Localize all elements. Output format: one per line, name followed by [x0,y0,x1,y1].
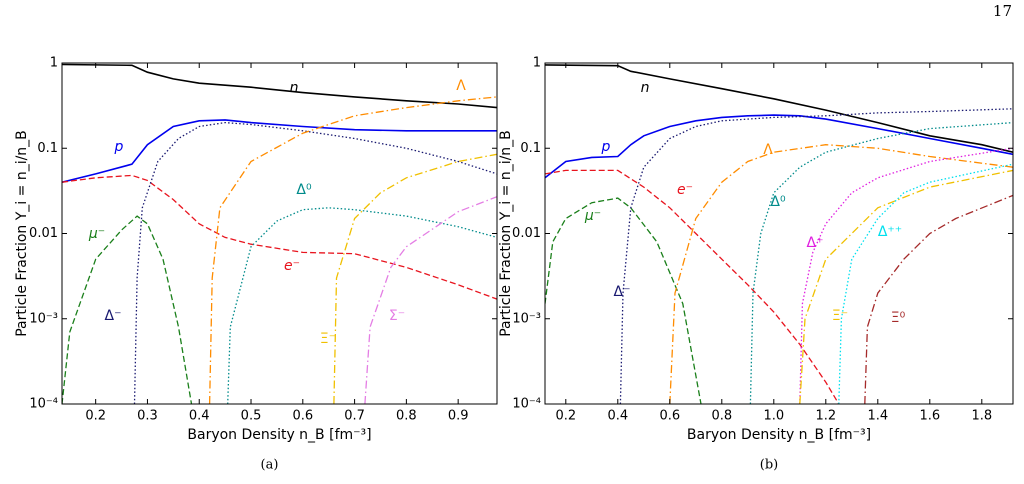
series-label: e⁻ [677,182,693,198]
series-label: Λ [456,78,466,94]
series-line [62,174,497,300]
series-line [749,121,1013,404]
series-line [364,196,497,404]
series-label: Ξ⁰ [891,310,906,326]
series-line [62,215,193,404]
y-axis-label: Particle Fraction Y_i = n_i/n_B [14,130,30,337]
plot-frame [544,62,1014,405]
series-line [669,144,1013,404]
chart: n p e⁻ μ⁻ Δ⁻ Λ Δ⁰ Δ⁺ Ξ⁻ Δ⁺⁺ Ξ⁰ 0.2 0.4 0.6 0.8 1.0 1.2 1.… [498,56,1014,473]
series-line [333,153,497,404]
series-label: p [114,139,124,155]
x-axis-label: Baryon Density n_B [fm⁻³] [187,427,371,443]
x-tick-label: 0.9 [448,409,469,424]
series-label: μ⁻ [584,208,601,224]
y-tick-label: 1 [533,56,541,71]
series-label: μ⁻ [88,226,105,242]
x-tick-label: 0.6 [292,409,313,424]
series-line [62,63,497,109]
y-axis-label: Particle Fraction Y_i = n_i/n_B [498,130,514,337]
caption: (b) [760,458,778,473]
x-tick-label: 0.4 [189,409,210,424]
series-line [208,96,497,404]
series-line [227,207,497,404]
series-label: Δ⁺⁺ [878,224,902,240]
x-tick-label: 0.5 [241,409,262,424]
y-tick-label: 1 [50,56,58,71]
series-label: e⁻ [284,258,300,274]
page-number: 17 [993,2,1012,20]
series-label: Δ⁰ [296,182,312,198]
series-line [799,147,1013,404]
x-tick-label: 1.4 [867,409,888,424]
x-tick-label: 0.6 [659,409,680,424]
x-tick-label: 1.6 [919,409,940,424]
series-label: n [290,80,299,96]
series-label: p [601,139,611,155]
series-label: Δ⁰ [770,194,786,210]
series-label: Ξ⁻ [320,331,336,347]
x-tick-label: 0.3 [137,409,158,424]
series-line [545,169,840,404]
series-label: Δ⁺ [807,235,824,251]
y-tick-label: 0.01 [29,226,58,241]
x-tick-label: 0.4 [607,409,628,424]
series-label: Δ⁻ [105,308,122,324]
x-tick-label: 1.2 [815,409,836,424]
y-tick-label: 0.1 [520,141,541,156]
y-tick-label: 10⁻⁴ [512,397,541,412]
series-line [545,114,1013,179]
x-axis-label: Baryon Density n_B [fm⁻³] [687,427,871,443]
series-line [545,64,1013,153]
y-tick-label: 10⁻³ [29,311,58,326]
series-line [838,163,1013,404]
y-tick-label: 10⁻⁴ [29,397,58,412]
plot-frame [61,62,498,405]
series-line [545,197,702,404]
series-line [799,169,1013,404]
x-tick-label: 0.8 [711,409,732,424]
chart: n p e⁻ μ⁻ Δ⁻ Λ Δ⁰ Ξ⁻ Σ⁻ 0.2 0.3 0.4 0.5 0.6 0.7 0.8 0.9 1… [14,56,498,473]
x-tick-label: 1.8 [971,409,992,424]
series-line [864,194,1013,404]
series-label: n [641,80,650,96]
x-tick-label: 0.2 [555,409,576,424]
y-tick-label: 0.1 [37,141,58,156]
series-label: Δ⁻ [614,284,631,300]
y-tick-label: 0.01 [512,226,541,241]
x-tick-label: 0.7 [344,409,365,424]
y-tick-label: 10⁻³ [512,311,541,326]
x-tick-label: 1.0 [763,409,784,424]
series-label: Σ⁻ [389,308,405,324]
x-tick-label: 0.8 [396,409,417,424]
series-line [62,119,497,183]
series-label: Ξ⁻ [832,308,848,324]
caption: (a) [261,458,279,473]
series-line [619,108,1013,404]
series-label: Λ [763,142,773,158]
series-line [133,121,497,404]
x-tick-label: 0.2 [85,409,106,424]
